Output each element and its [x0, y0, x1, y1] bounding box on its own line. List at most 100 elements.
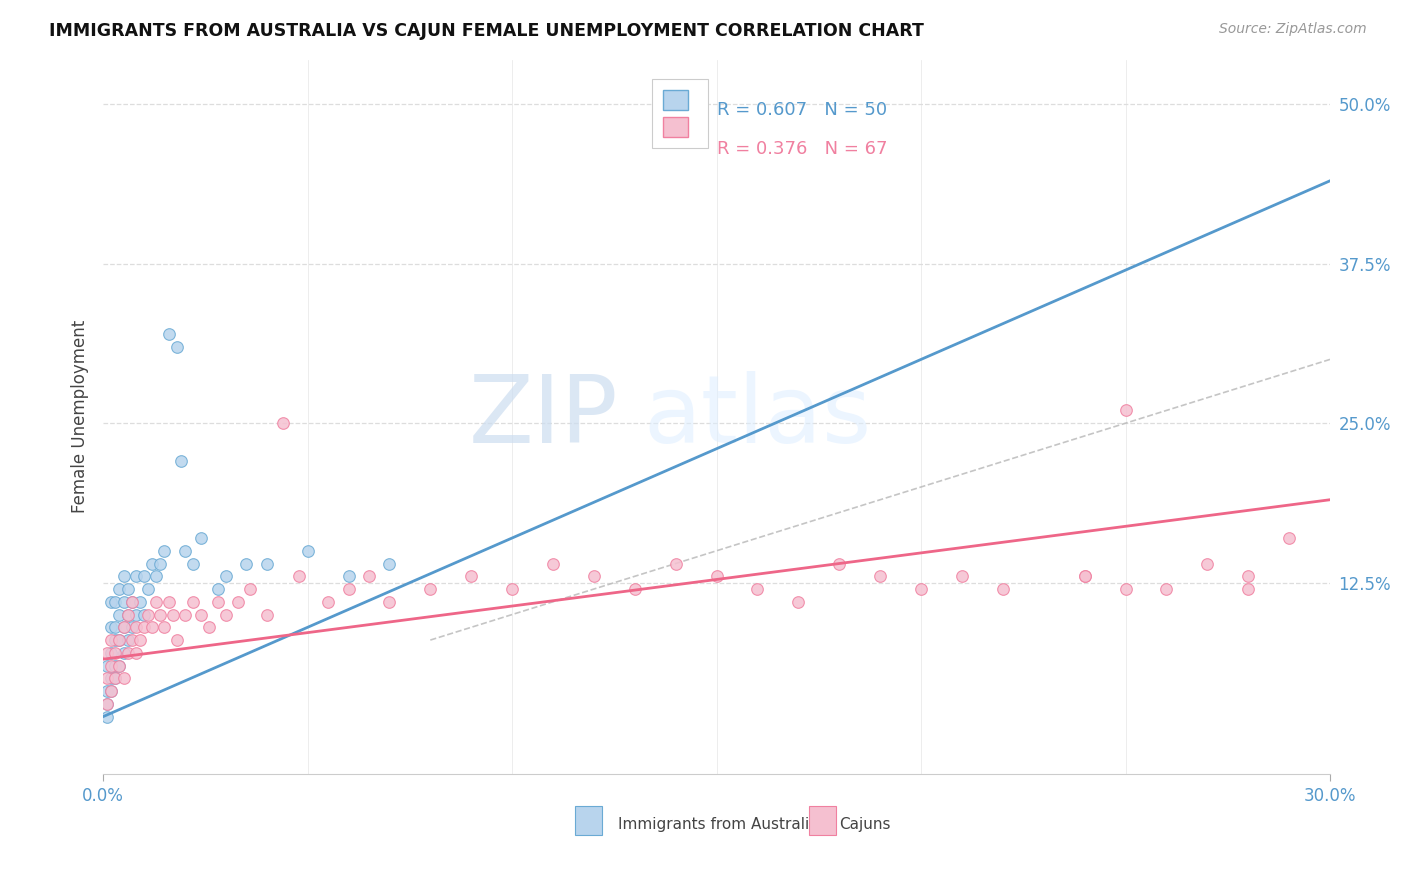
Point: [100, 620, 122, 634]
Point: [239, 582, 262, 596]
Point: [623, 582, 645, 596]
Point: [104, 620, 127, 634]
Point: [117, 607, 139, 622]
Point: [226, 595, 249, 609]
Point: [125, 607, 148, 622]
Point: [96, 709, 118, 723]
Point: [1073, 569, 1095, 583]
Point: [235, 557, 257, 571]
Legend: , : ,: [652, 79, 707, 148]
Text: R = 0.376   N = 67: R = 0.376 N = 67: [717, 140, 887, 158]
Point: [100, 646, 122, 660]
Point: [271, 416, 294, 430]
Point: [125, 646, 148, 660]
Point: [132, 569, 155, 583]
Point: [100, 684, 122, 698]
Point: [337, 569, 360, 583]
Point: [665, 557, 688, 571]
Point: [541, 557, 564, 571]
Point: [117, 582, 139, 596]
Point: [950, 569, 973, 583]
Point: [190, 531, 212, 545]
Point: [132, 620, 155, 634]
Point: [108, 658, 131, 673]
Point: [170, 454, 193, 468]
Point: [166, 340, 188, 354]
Point: [297, 543, 319, 558]
Point: [198, 620, 221, 634]
Point: [96, 646, 118, 660]
Point: [136, 582, 159, 596]
Point: [108, 633, 131, 648]
Point: [104, 671, 127, 685]
Point: [181, 557, 204, 571]
Point: [145, 569, 167, 583]
Point: [828, 557, 851, 571]
Point: [129, 633, 152, 648]
Point: [1115, 582, 1137, 596]
Text: Source: ZipAtlas.com: Source: ZipAtlas.com: [1219, 22, 1367, 37]
Point: [117, 646, 139, 660]
FancyBboxPatch shape: [808, 806, 835, 835]
Point: [121, 633, 143, 648]
Point: [104, 658, 127, 673]
Point: [104, 595, 127, 609]
Point: [100, 595, 122, 609]
Point: [157, 595, 180, 609]
Point: [174, 543, 197, 558]
Point: [1237, 582, 1260, 596]
Point: [460, 569, 482, 583]
Point: [288, 569, 311, 583]
Point: [162, 607, 184, 622]
Point: [910, 582, 932, 596]
Point: [104, 633, 127, 648]
FancyBboxPatch shape: [575, 806, 603, 835]
Point: [207, 582, 229, 596]
Point: [112, 671, 135, 685]
Point: [1073, 569, 1095, 583]
Point: [706, 569, 728, 583]
Point: [869, 569, 891, 583]
Point: [100, 684, 122, 698]
Point: [112, 646, 135, 660]
Point: [1278, 531, 1301, 545]
Point: [96, 684, 118, 698]
Point: [117, 607, 139, 622]
Y-axis label: Female Unemployment: Female Unemployment: [72, 320, 89, 514]
Point: [501, 582, 523, 596]
Text: R = 0.607   N = 50: R = 0.607 N = 50: [717, 101, 887, 119]
Point: [378, 557, 401, 571]
Point: [174, 607, 197, 622]
Point: [96, 697, 118, 711]
Text: atlas: atlas: [643, 371, 872, 463]
Point: [132, 607, 155, 622]
Point: [316, 595, 339, 609]
Point: [215, 607, 238, 622]
Text: ZIP: ZIP: [468, 371, 619, 463]
Point: [582, 569, 605, 583]
Point: [121, 595, 143, 609]
Text: Immigrants from Australia: Immigrants from Australia: [619, 816, 820, 831]
Point: [747, 582, 769, 596]
Point: [141, 620, 163, 634]
Point: [108, 658, 131, 673]
Point: [108, 607, 131, 622]
Point: [112, 569, 135, 583]
Point: [125, 569, 148, 583]
Point: [112, 595, 135, 609]
Point: [129, 595, 152, 609]
Point: [419, 582, 441, 596]
Point: [117, 633, 139, 648]
Point: [100, 671, 122, 685]
Point: [125, 620, 148, 634]
Point: [121, 595, 143, 609]
Point: [215, 569, 238, 583]
Point: [149, 607, 172, 622]
Point: [1115, 403, 1137, 417]
Point: [1197, 557, 1219, 571]
Point: [96, 658, 118, 673]
Point: [166, 633, 188, 648]
Point: [256, 607, 278, 622]
Point: [121, 620, 143, 634]
Point: [112, 620, 135, 634]
